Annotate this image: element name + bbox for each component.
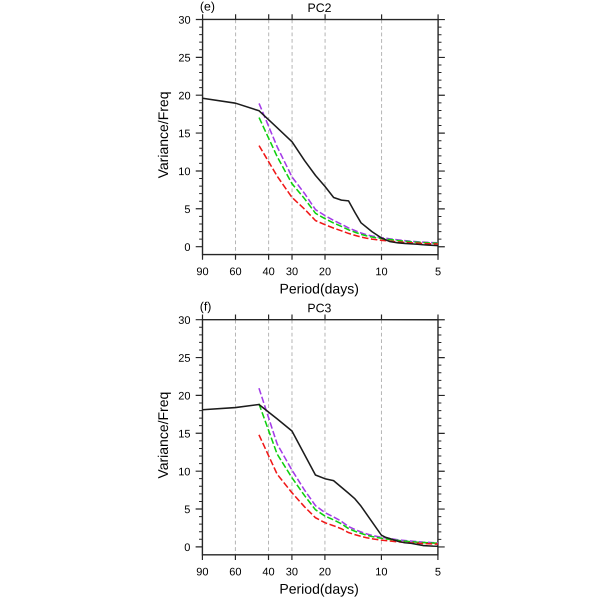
svg-text:25: 25 — [178, 53, 190, 65]
svg-text:5: 5 — [184, 504, 190, 516]
svg-text:15: 15 — [178, 128, 190, 140]
svg-text:Period(days): Period(days) — [279, 581, 358, 597]
svg-text:40: 40 — [262, 266, 274, 278]
svg-text:Variance/Freq: Variance/Freq — [155, 91, 171, 178]
svg-text:10: 10 — [375, 566, 387, 578]
svg-text:30: 30 — [286, 266, 298, 278]
svg-text:PC3: PC3 — [307, 301, 331, 315]
svg-text:5: 5 — [435, 266, 441, 278]
svg-text:30: 30 — [178, 315, 190, 327]
svg-text:25: 25 — [178, 353, 190, 365]
svg-text:5: 5 — [184, 204, 190, 216]
svg-text:10: 10 — [178, 166, 190, 178]
svg-text:5: 5 — [435, 566, 441, 578]
svg-text:90: 90 — [196, 566, 208, 578]
svg-text:10: 10 — [375, 266, 387, 278]
svg-text:60: 60 — [229, 266, 241, 278]
svg-text:0: 0 — [184, 542, 190, 554]
svg-text:30: 30 — [286, 566, 298, 578]
svg-text:Period(days): Period(days) — [280, 280, 359, 296]
svg-text:90: 90 — [196, 266, 208, 278]
svg-text:20: 20 — [178, 391, 190, 403]
svg-text:40: 40 — [262, 566, 274, 578]
svg-text:(e): (e) — [200, 0, 215, 13]
svg-text:10: 10 — [178, 466, 190, 478]
svg-text:20: 20 — [319, 566, 331, 578]
svg-text:0: 0 — [184, 242, 190, 254]
svg-text:Variance/Freq: Variance/Freq — [155, 392, 171, 479]
svg-text:30: 30 — [178, 15, 190, 27]
svg-text:20: 20 — [319, 266, 331, 278]
svg-text:(f): (f) — [200, 300, 212, 314]
svg-text:PC2: PC2 — [308, 1, 332, 15]
svg-text:15: 15 — [178, 428, 190, 440]
svg-text:20: 20 — [178, 90, 190, 102]
svg-text:60: 60 — [229, 566, 241, 578]
